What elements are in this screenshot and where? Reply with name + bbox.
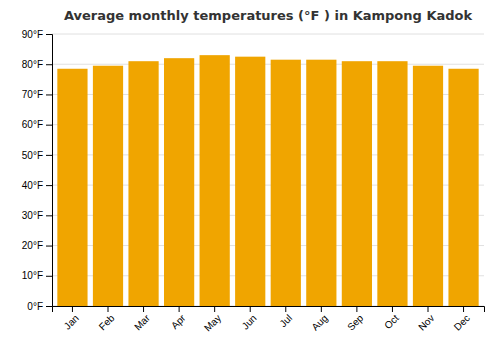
tick-label: 40°F <box>22 180 43 191</box>
x-tick: Aug <box>309 306 329 333</box>
tick-label: Apr <box>169 312 188 331</box>
tick-mark <box>285 306 286 312</box>
tick-mark <box>46 306 52 307</box>
y-tick: 60°F <box>22 119 52 130</box>
tick-label: Feb <box>97 312 117 332</box>
tick-mark <box>214 306 215 312</box>
tick-label: Mar <box>132 312 152 332</box>
grid <box>52 34 484 306</box>
tick-label: Sep <box>345 312 366 333</box>
tick-mark <box>108 306 109 312</box>
tick-mark <box>46 246 52 247</box>
tick-mark <box>72 306 73 312</box>
grid-line <box>52 34 484 35</box>
tick-label: 30°F <box>22 210 43 221</box>
tick-label: 80°F <box>22 59 43 70</box>
tick-mark <box>46 185 52 186</box>
bar <box>271 60 301 306</box>
y-axis: 0°F 10°F 20°F 30°F 40°F 50°F 60°F 70°F 80°F 90°F <box>22 29 53 312</box>
bar <box>377 61 407 306</box>
y-tick: 30°F <box>22 210 52 221</box>
y-tick: 20°F <box>22 240 52 251</box>
tick-label: Oct <box>382 312 401 331</box>
bar <box>413 66 443 306</box>
bar <box>93 66 123 306</box>
bars <box>57 55 478 306</box>
tick-mark <box>46 155 52 156</box>
bar <box>448 69 478 306</box>
tick-mark <box>321 306 322 312</box>
tick-mark <box>428 306 429 312</box>
x-tick: Jul <box>277 306 294 329</box>
y-tick: 0°F <box>27 301 52 312</box>
tick-mark <box>46 125 52 126</box>
grid-line <box>52 64 484 65</box>
tick-mark <box>392 306 393 312</box>
tick-label: May <box>202 312 223 333</box>
axis-line <box>53 307 485 313</box>
tick-label: 90°F <box>22 29 43 40</box>
tick-mark <box>46 94 52 95</box>
x-tick: Oct <box>382 306 401 331</box>
tick-label: 70°F <box>22 89 43 100</box>
y-tick: 70°F <box>22 89 52 100</box>
bar <box>128 61 158 306</box>
bar <box>342 61 372 306</box>
bar <box>306 60 336 306</box>
tick-mark <box>179 306 180 312</box>
x-tick: Jun <box>240 306 259 332</box>
y-tick: 50°F <box>22 150 52 161</box>
bar <box>200 55 230 306</box>
y-tick: 90°F <box>22 29 52 40</box>
tick-label: Jul <box>277 312 294 329</box>
bar <box>57 69 87 306</box>
tick-mark <box>46 34 52 35</box>
title: Average monthly temperatures (°F ) in Ka… <box>64 8 473 23</box>
tick-label: 0°F <box>27 301 43 312</box>
y-tick: 80°F <box>22 59 52 70</box>
tick-mark <box>463 306 464 312</box>
tick-label: Nov <box>416 312 436 332</box>
tick-label: 10°F <box>22 270 43 281</box>
y-tick: 40°F <box>22 180 52 191</box>
chart: 0°F 10°F 20°F 30°F 40°F 50°F 60°F 70°F 80°F 90°F J… <box>0 0 500 350</box>
x-tick: Sep <box>345 306 366 333</box>
x-tick: Jan <box>62 306 81 332</box>
axis-line <box>46 35 53 307</box>
x-tick: May <box>202 306 223 334</box>
x-tick: Feb <box>97 306 117 332</box>
y-tick: 10°F <box>22 270 52 281</box>
plot: 0°F 10°F 20°F 30°F 40°F 50°F 60°F 70°F 80°F 90°F J… <box>22 29 485 334</box>
tick-mark <box>143 306 144 312</box>
x-tick: Nov <box>416 306 436 333</box>
tick-label: 50°F <box>22 150 43 161</box>
tick-mark <box>250 306 251 312</box>
tick-label: 20°F <box>22 240 43 251</box>
x-tick: Apr <box>169 306 188 331</box>
x-tick: Mar <box>132 306 152 332</box>
tick-label: 60°F <box>22 119 43 130</box>
x-axis: Jan Feb Mar Apr May Jun Jul Aug Sep Oct Nov Dec <box>53 306 485 334</box>
tick-mark <box>46 276 52 277</box>
x-tick: Dec <box>452 306 472 333</box>
tick-label: Aug <box>309 312 329 332</box>
tick-label: Dec <box>452 312 472 332</box>
tick-label: Jun <box>240 312 259 331</box>
tick-mark <box>46 64 52 65</box>
tick-label: Jan <box>62 312 81 331</box>
tick-mark <box>46 215 52 216</box>
tick-mark <box>356 306 357 312</box>
bar <box>235 57 265 306</box>
bar <box>164 58 194 306</box>
